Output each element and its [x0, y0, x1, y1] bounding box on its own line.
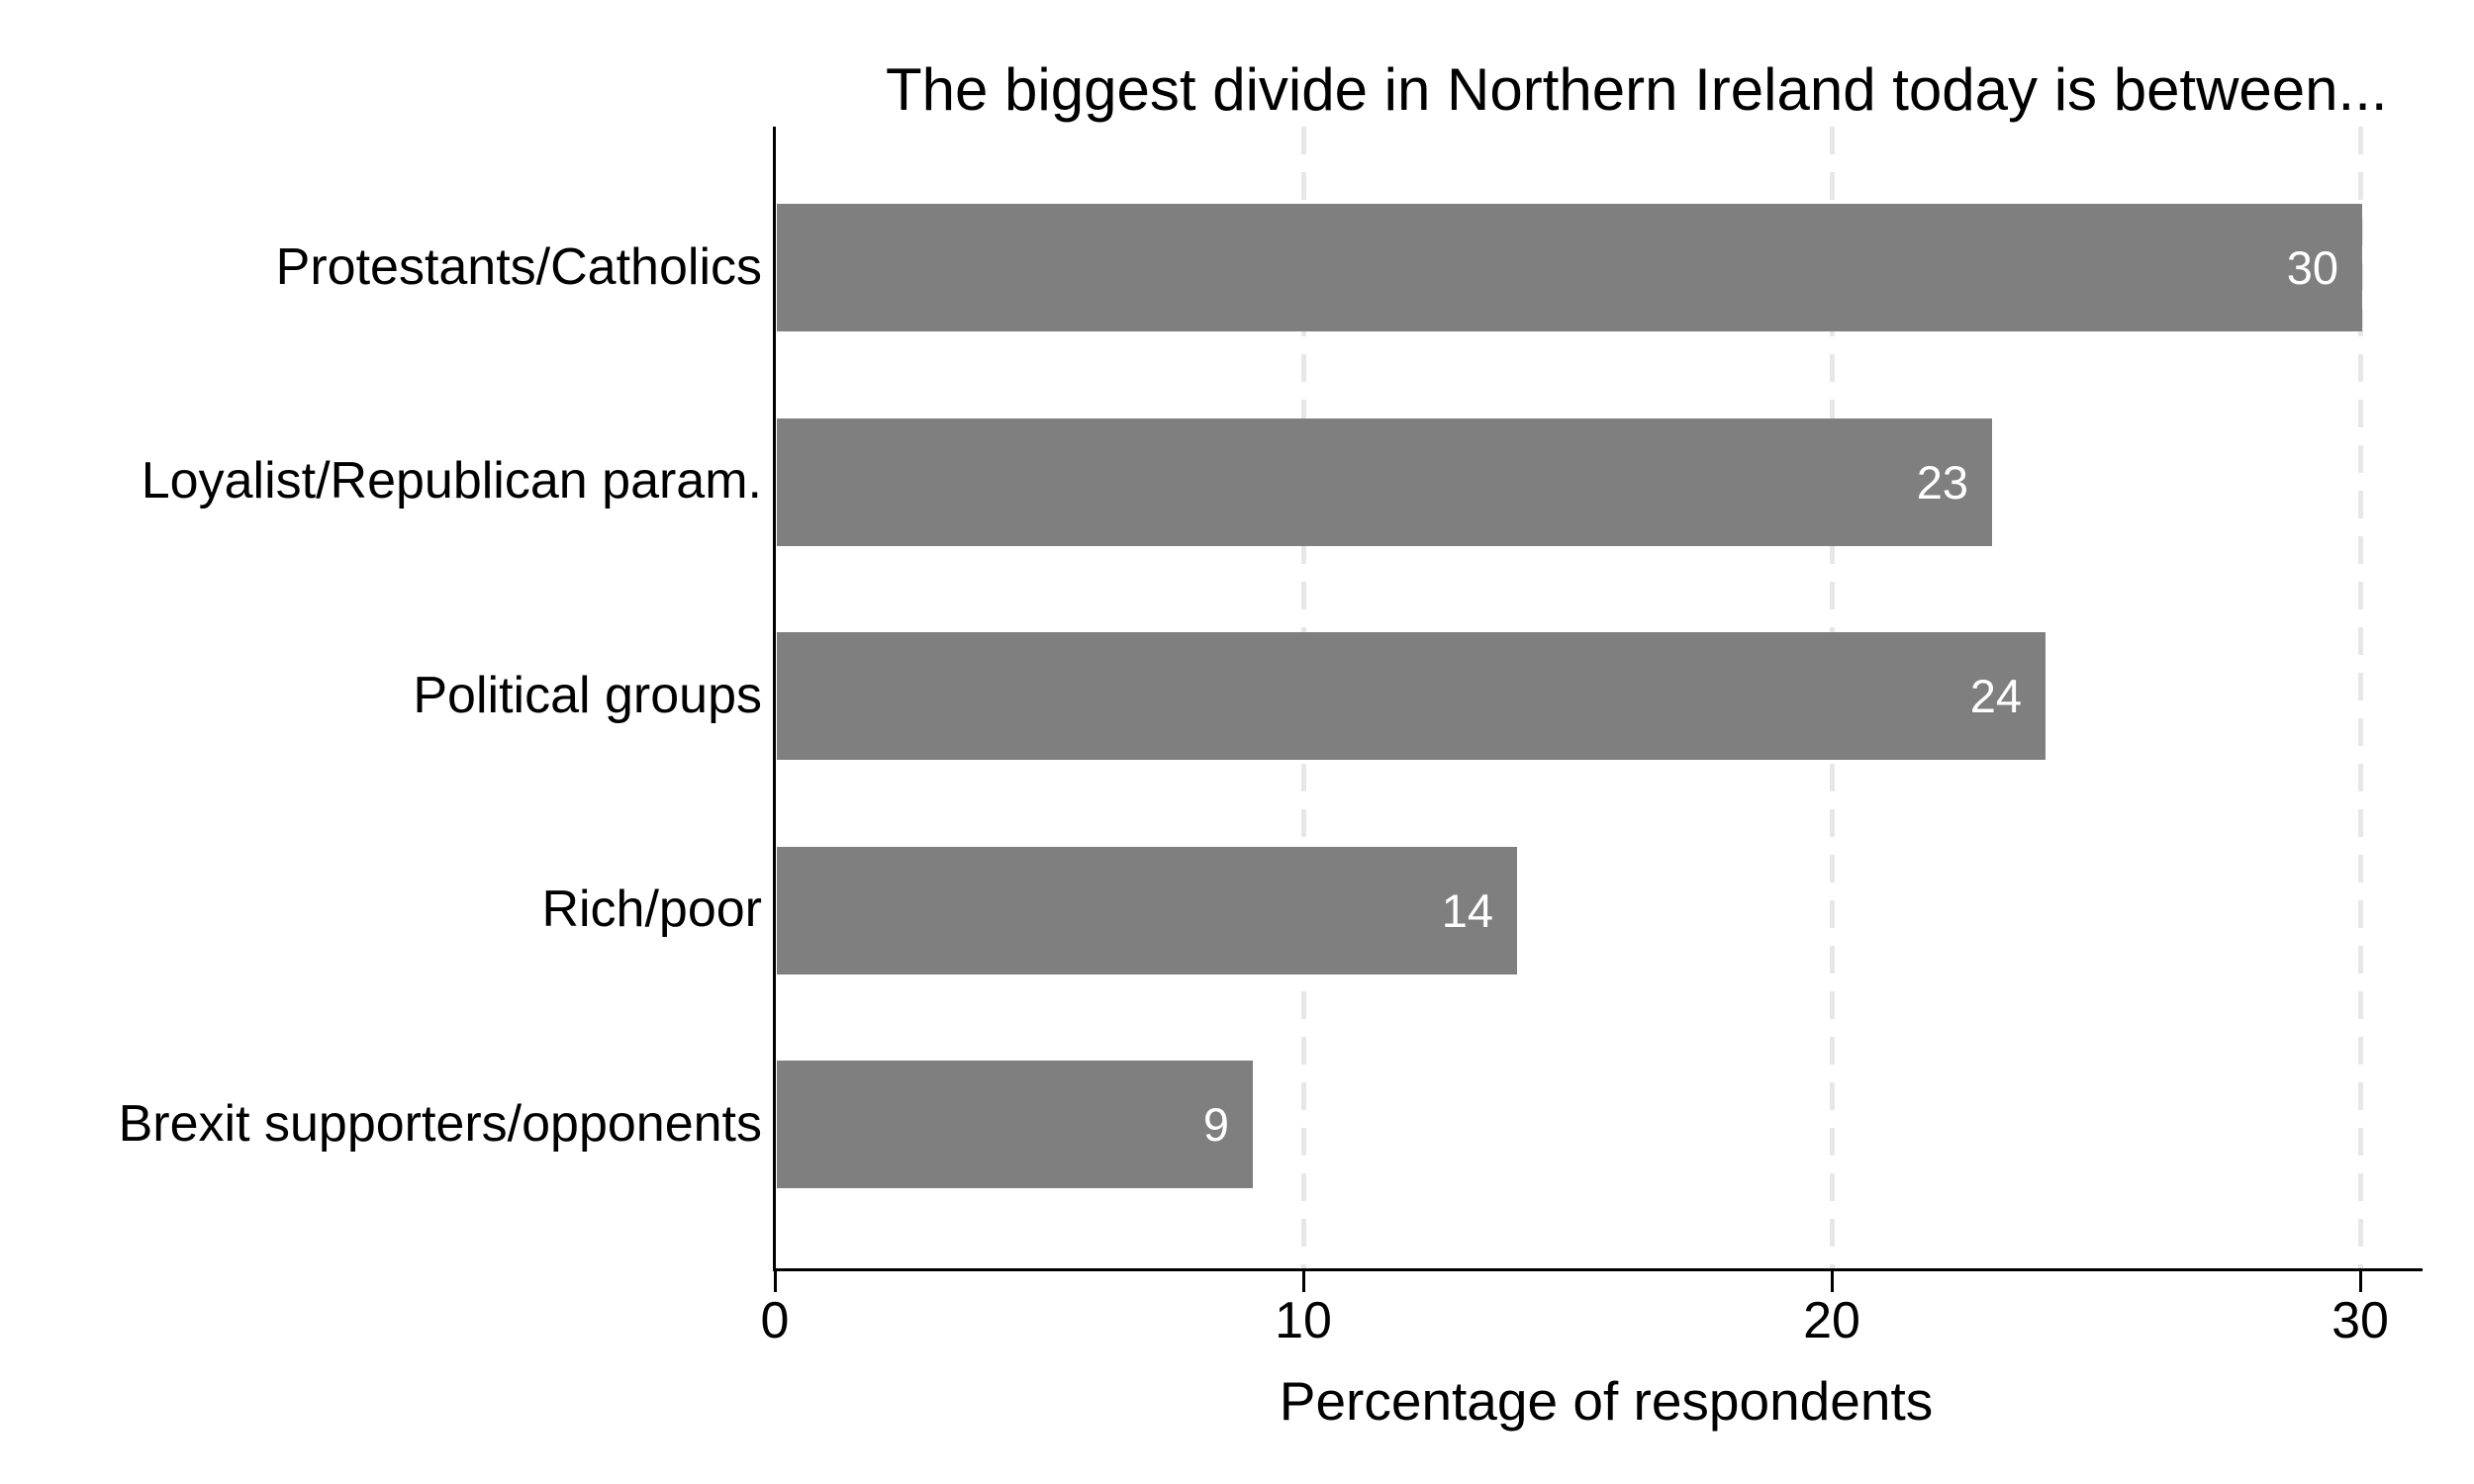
x-axis-title: Percentage of respondents	[1279, 1370, 1934, 1432]
bar-value-label: 14	[1441, 883, 1493, 937]
x-tick-0	[773, 1271, 777, 1292]
x-tick-label-30: 30	[2331, 1292, 2389, 1349]
plot-area: 30 23 24 14 9	[775, 127, 2423, 1268]
bar-3: 24	[777, 632, 2046, 760]
bar-value-label: 23	[1916, 455, 1968, 509]
category-label-5: Brexit supporters/opponents	[118, 1094, 762, 1153]
category-label-2: Loyalist/Republican param.	[141, 452, 762, 510]
gridline-x-30	[2358, 127, 2363, 1268]
bar-1: 30	[777, 204, 2362, 331]
bar-value-label: 9	[1202, 1098, 1229, 1151]
y-axis-line	[773, 127, 776, 1271]
bar-5: 9	[777, 1061, 1253, 1188]
bar-4: 14	[777, 846, 1517, 974]
x-tick-label-0: 0	[760, 1292, 790, 1349]
x-tick-10	[1301, 1271, 1305, 1292]
category-label-4: Rich/poor	[541, 881, 762, 939]
x-axis-line	[773, 1268, 2423, 1271]
x-tick-label-10: 10	[1275, 1292, 1332, 1349]
x-tick-30	[2358, 1271, 2362, 1292]
bar-value-label: 24	[1969, 670, 2022, 722]
bar-2: 23	[777, 417, 1992, 546]
category-label-3: Political groups	[413, 666, 762, 724]
category-label-1: Protestants/Catholics	[275, 237, 762, 296]
bar-value-label: 30	[2286, 241, 2338, 294]
x-tick-label-20: 20	[1803, 1292, 1860, 1349]
chart-title: The biggest divide in Northern Ireland t…	[886, 56, 2388, 123]
x-tick-20	[1830, 1271, 1834, 1292]
